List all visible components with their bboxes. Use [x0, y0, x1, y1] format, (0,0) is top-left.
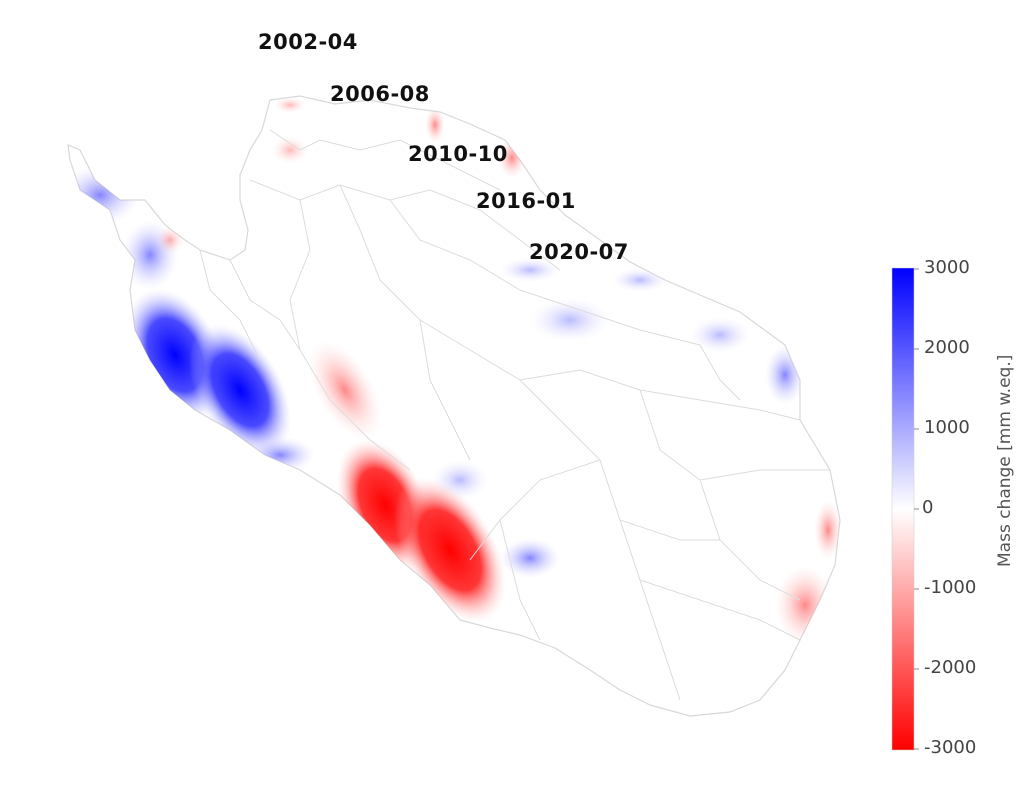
colorbar-tick-label: 1000 — [924, 417, 970, 438]
land-outline — [67, 95, 841, 717]
colorbar-tick-label: 3000 — [924, 257, 970, 278]
blue-anomaly-9 — [690, 317, 750, 353]
blue-anomaly-3 — [68, 165, 140, 225]
basin-outlines — [199, 129, 830, 701]
red-anomaly-3 — [308, 340, 382, 440]
epoch-label-2016-01: 2016-01 — [476, 189, 576, 213]
red-anomaly-6 — [425, 107, 445, 143]
red-anomaly-10 — [274, 97, 306, 113]
epoch-label-2006-08: 2006-08 — [330, 82, 430, 106]
colorbar-gradient — [891, 267, 915, 751]
blue-anomaly-6 — [500, 538, 560, 578]
colorbar-tick-label: -3000 — [924, 737, 977, 758]
blue-anomaly-10 — [765, 345, 805, 405]
colorbar-tick-label: 2000 — [924, 337, 970, 358]
colorbar-tick-marks — [914, 268, 919, 750]
blue-anomaly-5 — [245, 437, 315, 473]
colorbar-tick-label: 0 — [922, 497, 934, 518]
red-anomaly-9 — [156, 226, 184, 254]
blue-anomaly-11 — [500, 258, 560, 282]
colorbar-title: Mass change [mm w.eq.] — [995, 354, 1015, 567]
red-anomaly-8 — [272, 136, 308, 164]
red-anomaly-5 — [814, 500, 840, 560]
colorbar-tick-label: -1000 — [924, 577, 977, 598]
blue-anomaly-8 — [530, 298, 610, 342]
epoch-label-2010-10: 2010-10 — [408, 142, 508, 166]
blue-anomaly-12 — [612, 268, 668, 292]
red-anomaly-4 — [775, 565, 835, 645]
epoch-label-2002-04: 2002-04 — [258, 30, 358, 54]
colorbar-tick-label: -2000 — [924, 657, 977, 678]
epoch-label-2020-07: 2020-07 — [529, 240, 629, 264]
